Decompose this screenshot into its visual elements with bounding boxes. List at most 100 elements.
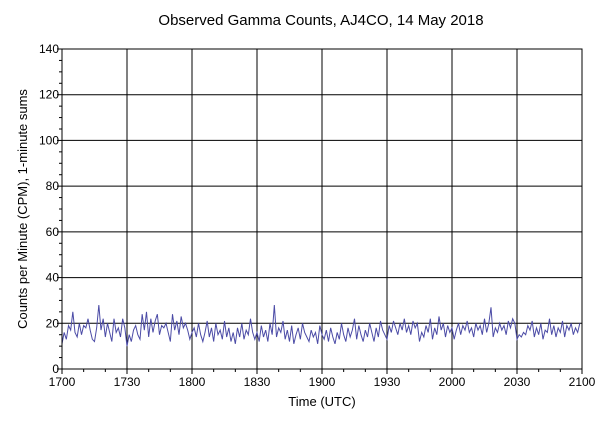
data-point [326, 330, 327, 331]
data-point [185, 323, 186, 324]
data-point [514, 323, 515, 324]
data-point [558, 327, 559, 328]
data-point [456, 330, 457, 331]
y-tick-label: 80 [46, 179, 60, 193]
data-point [217, 334, 218, 335]
data-point [313, 336, 314, 337]
data-point [215, 323, 216, 324]
data-point [159, 334, 160, 335]
data-point [495, 327, 496, 328]
data-point [118, 327, 119, 328]
data-point [490, 307, 491, 308]
data-point [438, 316, 439, 317]
data-point [378, 336, 379, 337]
data-point [532, 320, 533, 321]
data-point [540, 323, 541, 324]
data-point [204, 332, 205, 333]
data-point [287, 330, 288, 331]
data-point [553, 325, 554, 326]
data-point [451, 327, 452, 328]
y-tick-label: 0 [52, 362, 59, 376]
data-point [81, 334, 82, 335]
data-point [508, 320, 509, 321]
data-point [568, 330, 569, 331]
data-point [566, 325, 567, 326]
data-point [536, 327, 537, 328]
data-point [178, 334, 179, 335]
data-point [200, 334, 201, 335]
data-point [419, 341, 420, 342]
data-point [70, 330, 71, 331]
y-axis-ticks: 0 20 40 60 80 100 120 140 [39, 42, 62, 376]
data-point [384, 334, 385, 335]
series-line-gamma-counts [61, 304, 581, 347]
y-tick-label: 40 [46, 271, 60, 285]
data-point [168, 332, 169, 333]
data-point [341, 323, 342, 324]
data-point [181, 316, 182, 317]
data-point [501, 330, 502, 331]
data-point [228, 327, 229, 328]
data-point [269, 323, 270, 324]
data-point [148, 336, 149, 337]
data-point [280, 332, 281, 333]
data-point [406, 332, 407, 333]
grid-lines [62, 49, 582, 369]
data-point [252, 332, 253, 333]
data-point [126, 346, 127, 347]
data-point [488, 323, 489, 324]
data-point [241, 323, 242, 324]
data-point [220, 330, 221, 331]
x-tick-label: 1730 [114, 375, 141, 389]
data-point [447, 325, 448, 326]
data-point [480, 325, 481, 326]
data-point [224, 320, 225, 321]
data-point [363, 341, 364, 342]
data-point [443, 323, 444, 324]
data-point [399, 323, 400, 324]
data-point [330, 327, 331, 328]
data-point [525, 334, 526, 335]
data-point [376, 327, 377, 328]
y-tick-label: 100 [39, 133, 59, 147]
data-point [454, 339, 455, 340]
data-point [334, 343, 335, 344]
y-tick-label: 20 [46, 316, 60, 330]
data-point [469, 332, 470, 333]
data-point [274, 304, 275, 305]
data-point [365, 330, 366, 331]
data-point [482, 334, 483, 335]
data-point [122, 318, 123, 319]
data-point [497, 332, 498, 333]
data-point [295, 334, 296, 335]
data-point [432, 339, 433, 340]
data-point [207, 320, 208, 321]
data-point [194, 327, 195, 328]
data-point [250, 318, 251, 319]
data-point [152, 332, 153, 333]
data-point [391, 332, 392, 333]
data-point [527, 325, 528, 326]
data-point [239, 336, 240, 337]
data-point [142, 314, 143, 315]
data-point [328, 341, 329, 342]
data-point [462, 325, 463, 326]
data-point [547, 332, 548, 333]
data-point [510, 327, 511, 328]
data-point [176, 320, 177, 321]
data-point [146, 311, 147, 312]
data-point [467, 320, 468, 321]
plot-area [61, 48, 583, 370]
data-point [343, 334, 344, 335]
data-point [289, 341, 290, 342]
data-point [354, 318, 355, 319]
data-point [579, 323, 580, 324]
data-point [386, 339, 387, 340]
x-tick-label: 2030 [504, 375, 531, 389]
data-point [189, 339, 190, 340]
data-point [382, 330, 383, 331]
data-point [575, 327, 576, 328]
data-point [256, 332, 257, 333]
data-point [191, 332, 192, 333]
